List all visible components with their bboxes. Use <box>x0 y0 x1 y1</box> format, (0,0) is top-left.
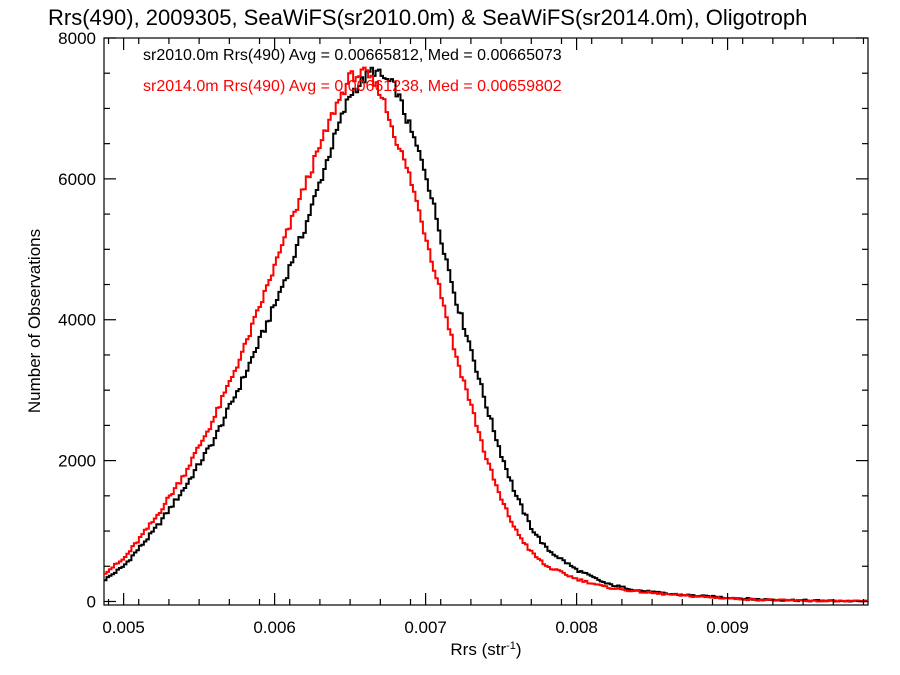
y-tick-label: 4000 <box>58 311 96 330</box>
plot-area: 0.005 0.006 0.007 0.008 0.009 0 2000 4000 6000 80… <box>58 29 869 637</box>
plot-frame <box>103 37 869 606</box>
y-tick-label: 8000 <box>58 29 96 48</box>
stats-annotation-red: sr2014.0m Rrs(490) Avg = 0.00661238, Med… <box>143 78 562 95</box>
stats-annotation-black: sr2010.0m Rrs(490) Avg = 0.00665812, Med… <box>143 47 562 64</box>
x-axis-label-superscript: -1 <box>506 640 516 652</box>
chart-title: Rrs(490), 2009305, SeaWiFS(sr2010.0m) & … <box>48 5 807 30</box>
x-axis-label-end: ) <box>516 640 522 659</box>
x-tick-label: 0.008 <box>555 618 598 637</box>
series-layer <box>104 66 868 603</box>
x-tick-label: 0.006 <box>253 618 296 637</box>
y-tick-label: 2000 <box>58 452 96 471</box>
series-line-0 <box>104 66 868 603</box>
y-tick-label: 0 <box>87 592 96 611</box>
x-axis-label: Rrs (str-1) <box>450 640 521 659</box>
x-tick-label: 0.005 <box>102 618 145 637</box>
x-axis-label-main: Rrs (str <box>450 640 506 659</box>
tick-layer: 0.005 0.006 0.007 0.008 0.009 0 2000 4000 6000 80… <box>58 29 868 637</box>
y-tick-label: 6000 <box>58 170 96 189</box>
series-line-1 <box>104 66 868 603</box>
x-tick-label: 0.007 <box>404 618 447 637</box>
y-axis-label: Number of Observations <box>25 229 44 413</box>
x-tick-label: 0.009 <box>706 618 749 637</box>
